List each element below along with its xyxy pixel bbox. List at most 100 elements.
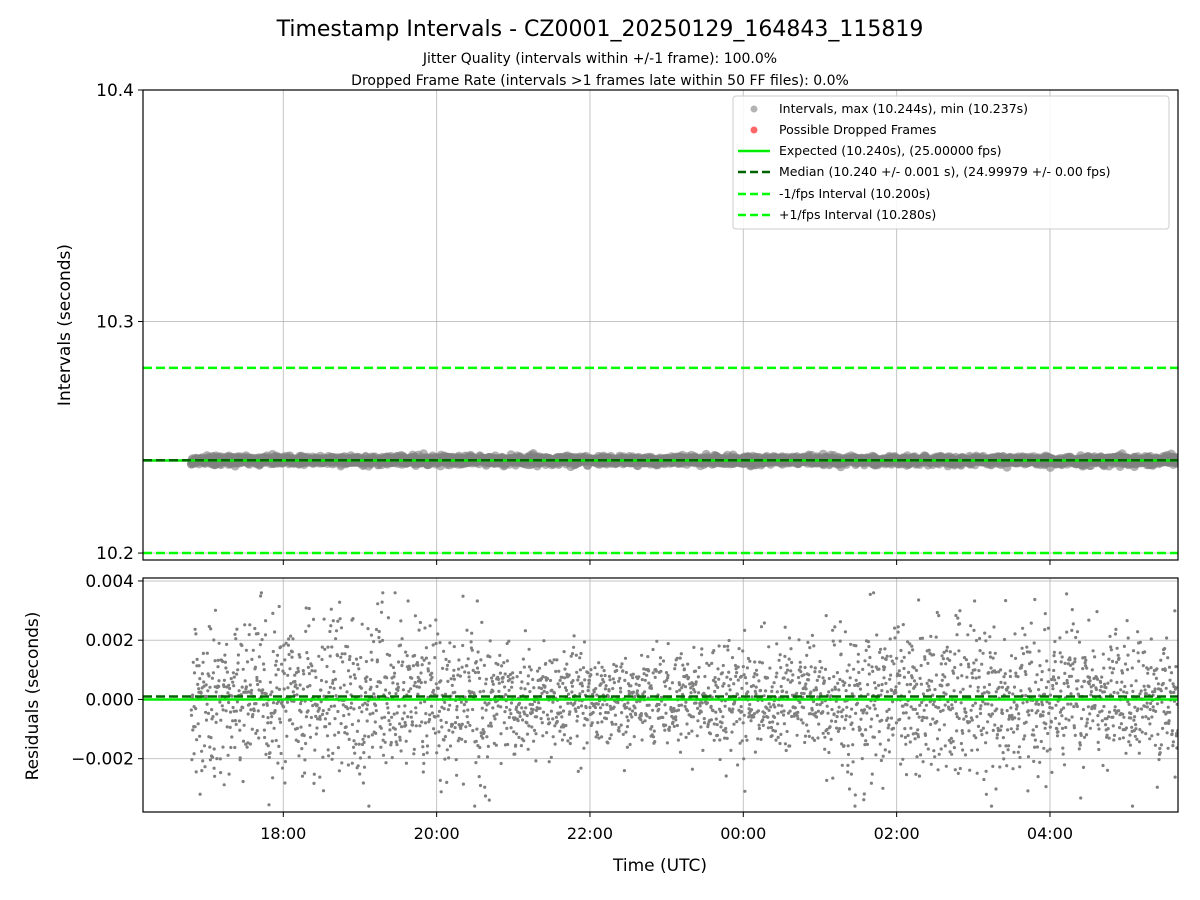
residual-point [477,775,481,779]
residual-point [271,776,275,780]
residual-point [283,658,287,662]
residual-point [471,729,475,733]
residual-point [752,712,757,716]
residual-point [390,715,394,719]
residual-point [533,699,537,704]
residual-point [589,723,593,728]
residual-point [718,738,722,742]
residual-point [629,684,633,688]
intervals-x-tick-marks [282,560,1051,565]
residual-point [422,658,426,662]
residual-point [233,745,237,750]
residual-point [416,692,420,696]
residual-point [384,761,388,765]
residual-point [248,742,252,746]
residual-point [218,757,222,761]
residual-point [796,675,801,680]
residual-point [460,737,464,741]
residual-point [395,711,399,715]
residual-point [356,663,360,667]
residual-point [620,711,624,715]
residual-point [244,648,248,652]
residual-point [373,720,377,724]
residual-point [334,637,338,641]
residual-point [694,682,698,686]
residual-point [799,718,803,722]
residual-point [639,718,643,722]
residual-point [442,649,446,653]
residual-point [404,723,408,727]
residual-point [726,644,730,648]
residual-point [321,789,326,793]
residual-point [222,783,226,787]
residual-point [465,664,469,668]
residual-point [674,715,678,719]
residual-point [589,673,593,677]
residual-point [721,663,725,668]
residual-point [423,700,427,704]
residual-point [710,695,714,699]
residual-point [383,715,387,719]
residual-point [681,683,685,687]
residual-point [563,676,567,680]
residual-point [206,689,210,693]
residual-point [274,738,278,743]
residual-point [378,681,383,685]
residual-point [458,674,462,678]
residual-point [753,750,758,754]
residual-point [401,660,405,664]
residual-point [226,691,230,695]
residual-point [482,663,486,668]
residual-point [346,669,351,673]
residual-point [349,682,353,686]
residual-point [534,759,538,763]
residual-point [719,725,723,729]
residual-point [365,719,369,723]
residual-point [612,681,617,685]
residual-point [206,711,211,716]
residual-point [396,685,400,690]
residual-point [619,723,623,727]
residual-point [639,712,644,716]
residual-point [696,706,700,711]
residual-point [515,705,519,709]
residual-point [592,690,596,694]
residual-point [231,705,235,710]
residual-point [274,659,278,663]
residual-point [221,708,225,712]
residual-point [468,723,472,728]
residual-point [608,704,612,709]
residual-point [298,683,302,687]
residual-point [545,713,550,717]
residual-point [342,683,346,687]
residual-point [353,751,357,755]
residual-point [813,670,817,674]
residual-point [625,725,630,729]
residual-point [425,744,430,748]
residual-point [614,664,619,668]
residual-point [330,757,334,761]
residual-point [450,683,454,688]
residual-point [248,683,252,687]
residual-point [777,658,781,662]
residual-point [798,681,802,685]
residual-point [715,723,719,727]
residual-point [497,689,501,694]
residual-point [651,735,656,739]
residual-point [523,629,528,633]
residual-point [784,671,788,675]
residual-point [357,706,362,710]
residual-point [624,730,628,734]
residual-point [664,723,668,727]
residual-point [474,761,478,765]
residual-point [505,659,509,663]
residual-point [589,668,593,672]
chart-subtitle-dropped: Dropped Frame Rate (intervals >1 frames … [351,73,849,89]
residual-point [573,707,577,711]
residual-point [637,683,641,688]
residual-point [773,729,778,733]
residual-point [691,715,696,719]
residual-point [554,715,559,719]
residual-point [796,710,800,714]
residual-point [312,772,316,776]
